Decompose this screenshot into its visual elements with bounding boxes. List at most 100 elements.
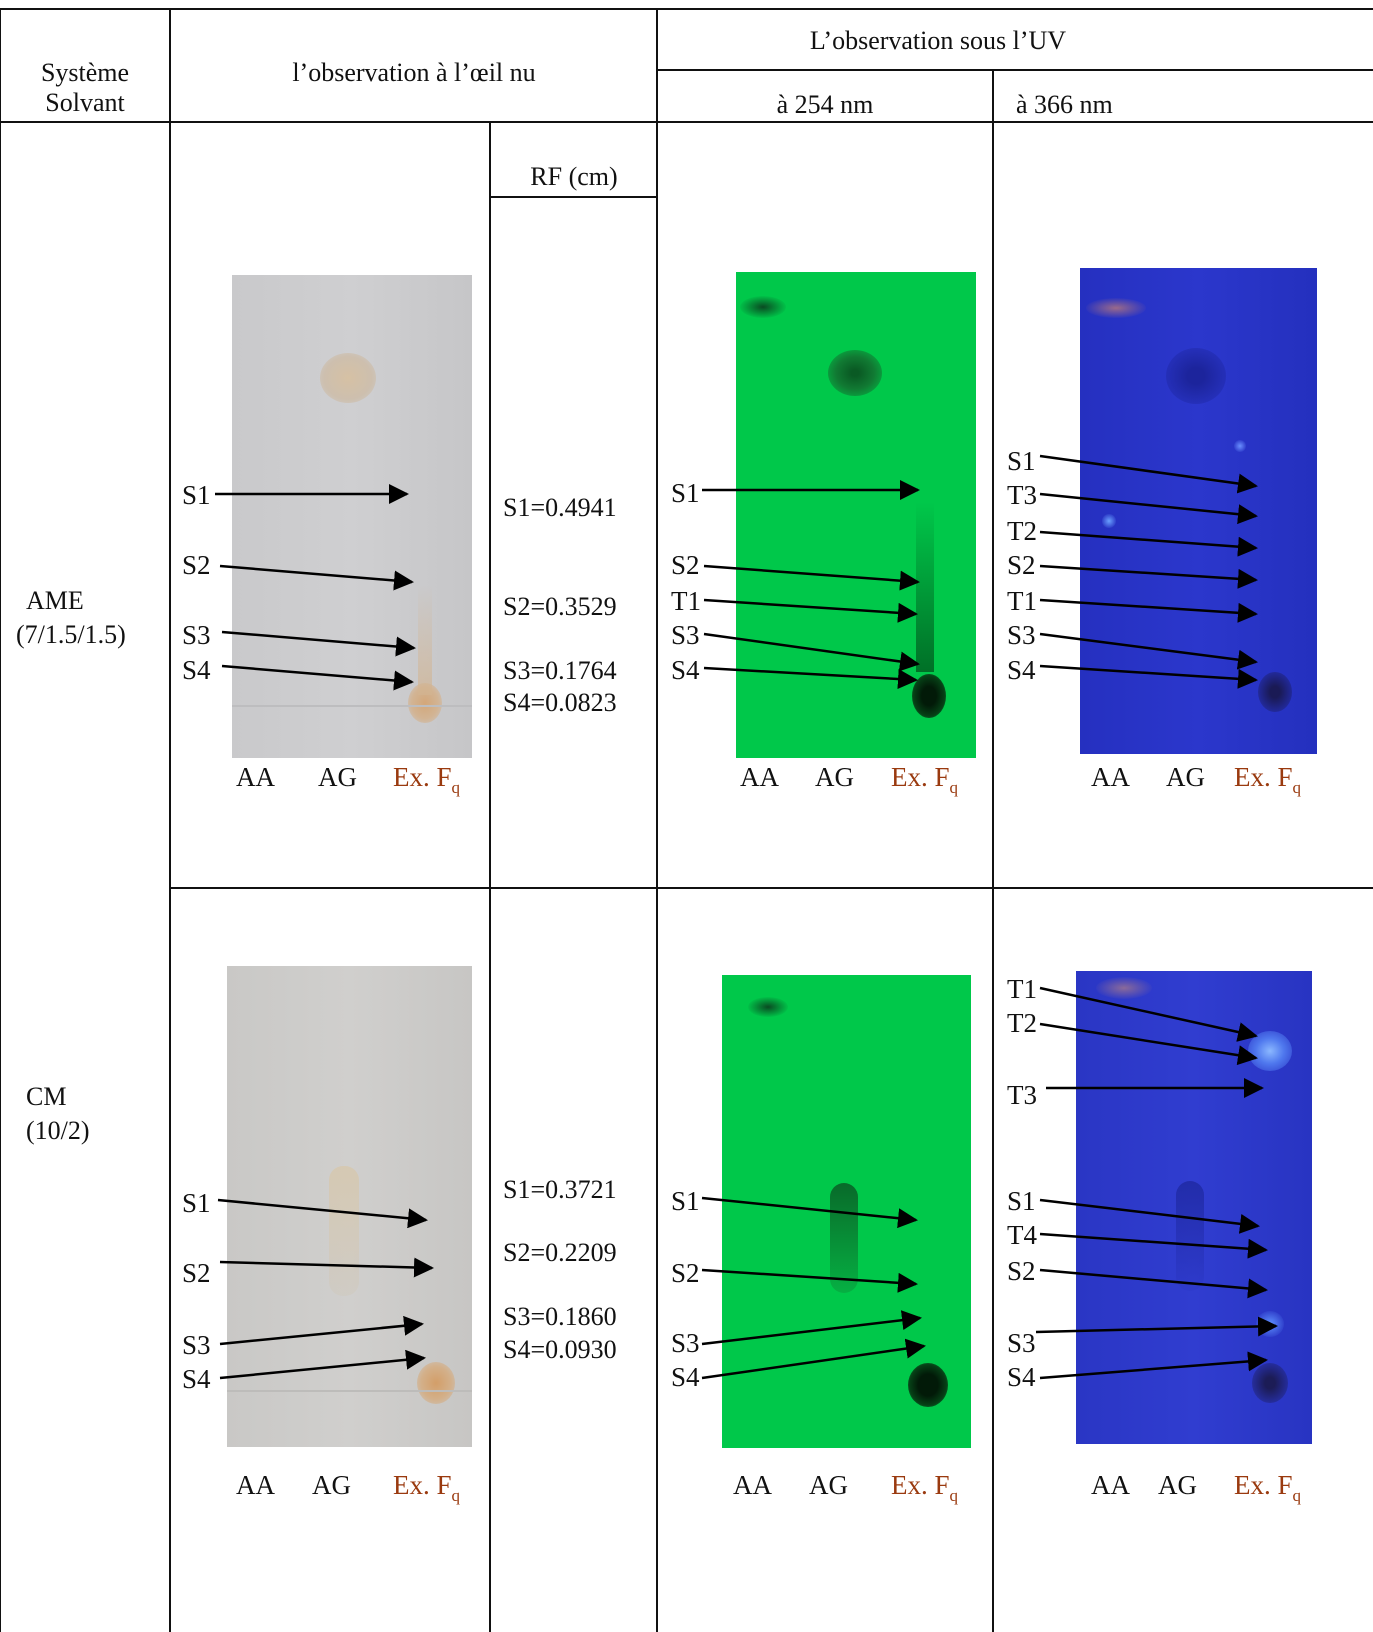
- row1-eye-arrow-s3: [221, 630, 416, 657]
- row2-eye-arrow-s1: [217, 1198, 428, 1229]
- header-system-line1: Système: [40, 58, 130, 87]
- row1-rf-s1: S1=0.4941: [503, 493, 617, 522]
- col-eye-divider: [656, 8, 658, 1632]
- row1-system-ratio: (7/1.5/1.5): [16, 620, 126, 649]
- table-top-border: [0, 8, 1373, 10]
- row2-uv366-arrow-s3: [1035, 1316, 1278, 1337]
- col1-divider: [169, 8, 171, 1632]
- row2-uv254-arrow-s4: [701, 1338, 926, 1380]
- left-edge: [0, 8, 1, 1632]
- row1-system-name: AME: [26, 586, 84, 615]
- header-system-line2: Solvant: [45, 88, 125, 117]
- row1-uv366-arrow-t3: [1039, 492, 1258, 525]
- row1-uv366-lane-aa: AA: [1091, 762, 1130, 792]
- row1-rf-s2: S2=0.3529: [503, 592, 617, 621]
- row1-eye-label-s2: S2: [182, 550, 211, 580]
- row1-uv254-label-t1: T1: [671, 586, 701, 616]
- row2-uv366-label-s4: S4: [1007, 1362, 1036, 1392]
- row1-uv366-spot-blue1: [1102, 514, 1116, 528]
- row2-uv254-label-s1: S1: [671, 1186, 700, 1216]
- row2-uv366-lane-ag: AG: [1158, 1470, 1197, 1500]
- row2-uv366-label-t4: T4: [1007, 1220, 1037, 1250]
- row2-uv254-spot-exf: [908, 1363, 948, 1407]
- row1-eye-lane-exf: Ex. Fq: [393, 762, 461, 797]
- header-uv-366: à 366 nm: [1016, 90, 1113, 119]
- row2-uv366-ag-streak: [1176, 1181, 1204, 1291]
- row1-eye-label-s1: S1: [182, 480, 211, 510]
- row2-eye-baseline: [227, 1390, 472, 1392]
- rf-col-divider: [489, 123, 491, 1632]
- row2-eye-lane-ag: AG: [312, 1470, 351, 1500]
- col-uv-divider: [992, 69, 994, 1632]
- header-bottom-border: [0, 121, 1373, 123]
- row2-uv254-arrow-s2: [701, 1268, 918, 1293]
- row1-uv254-label-s1: S1: [671, 478, 700, 508]
- uv-subheader-line: [656, 69, 1373, 71]
- row1-uv366-label-s4: S4: [1007, 655, 1036, 685]
- row2-uv254-lane-ag: AG: [809, 1470, 848, 1500]
- row1-uv366-spot-aa: [1086, 298, 1146, 318]
- row1-eye-spot-ag: [320, 353, 376, 403]
- row2-eye-arrow-s2: [219, 1257, 434, 1278]
- rf-header: RF (cm): [530, 162, 618, 191]
- row2-uv366-lane-exf: Ex. Fq: [1234, 1470, 1302, 1505]
- row2-eye-label-s4: S4: [182, 1364, 211, 1394]
- row2-eye-label-s1: S1: [182, 1188, 211, 1218]
- header-uv-254: à 254 nm: [776, 90, 874, 119]
- row1-eye-lane-aa: AA: [236, 762, 275, 792]
- row1-uv254-lane-ag: AG: [815, 762, 854, 792]
- row1-eye-label-s4: S4: [182, 655, 211, 685]
- row2-uv254-label-s2: S2: [671, 1258, 700, 1288]
- row1-uv254-arrow-t1: [703, 598, 918, 623]
- row2-eye-plate-image: [227, 966, 472, 1447]
- row2-eye-lane-exf: Ex. Fq: [393, 1470, 461, 1505]
- row2-uv254-arrow-s3: [701, 1310, 922, 1346]
- row2-uv366-label-s2: S2: [1007, 1256, 1036, 1286]
- row2-uv254-ag-streak: [830, 1183, 858, 1293]
- row1-uv254-lane-aa: AA: [740, 762, 779, 792]
- row1-rf-s3: S3=0.1764: [503, 656, 617, 685]
- row2-eye-label-s3: S3: [182, 1330, 211, 1360]
- row2-uv254-label-s4: S4: [671, 1362, 700, 1392]
- row-divider: [169, 887, 1373, 889]
- header-uv-observation: L’observation sous l’UV: [809, 26, 1067, 55]
- row2-system-ratio: (10/2): [26, 1116, 90, 1145]
- row2-eye-lane-aa: AA: [236, 1470, 275, 1500]
- row2-uv366-arrow-t2: [1039, 1022, 1258, 1066]
- row1-uv366-arrow-s2: [1039, 564, 1258, 589]
- row1-uv254-spot-ag: [828, 350, 882, 396]
- row1-uv366-lane-exf: Ex. Fq: [1234, 762, 1302, 797]
- row1-eye-lane-ag: AG: [318, 762, 357, 792]
- row2-rf-s3: S3=0.1860: [503, 1302, 617, 1331]
- row2-uv254-lane-aa: AA: [733, 1470, 772, 1500]
- row2-uv254-arrow-s1: [701, 1196, 918, 1229]
- row1-uv254-spot-aa: [740, 296, 786, 318]
- row1-uv254-arrow-s4: [703, 666, 918, 689]
- row2-uv366-arrow-s2: [1039, 1268, 1268, 1299]
- row2-uv254-label-s3: S3: [671, 1328, 700, 1358]
- rf-header-underline: [489, 196, 657, 198]
- row1-uv366-spot-ag: [1166, 348, 1226, 404]
- row1-eye-label-s3: S3: [182, 620, 211, 650]
- row2-uv366-label-s3: S3: [1007, 1328, 1036, 1358]
- row1-uv366-spot-blue2: [1234, 440, 1246, 452]
- row2-uv366-arrow-t1: [1039, 986, 1258, 1042]
- row1-eye-baseline: [232, 705, 472, 707]
- row2-eye-arrow-s3: [219, 1315, 424, 1346]
- row2-uv366-lane-aa: AA: [1091, 1470, 1130, 1500]
- row2-uv254-spot-aa: [748, 997, 788, 1017]
- row1-uv254-lane-exf: Ex. Fq: [891, 762, 959, 797]
- row1-uv366-arrow-t2: [1039, 530, 1258, 557]
- row1-uv254-label-s4: S4: [671, 655, 700, 685]
- header-eye-observation: l’observation à l’œil nu: [292, 58, 536, 87]
- row2-uv366-label-t1: T1: [1007, 974, 1037, 1004]
- row2-rf-s1: S1=0.3721: [503, 1175, 617, 1204]
- row2-uv366-arrow-s4: [1039, 1351, 1268, 1380]
- row2-eye-ag-streak: [329, 1166, 359, 1296]
- row1-eye-trail: [418, 585, 432, 695]
- row1-uv366-label-s3: S3: [1007, 620, 1036, 650]
- row2-uv366-label-t3: T3: [1007, 1080, 1037, 1110]
- row1-uv254-label-s2: S2: [671, 550, 700, 580]
- row1-uv366-label-s2: S2: [1007, 550, 1036, 580]
